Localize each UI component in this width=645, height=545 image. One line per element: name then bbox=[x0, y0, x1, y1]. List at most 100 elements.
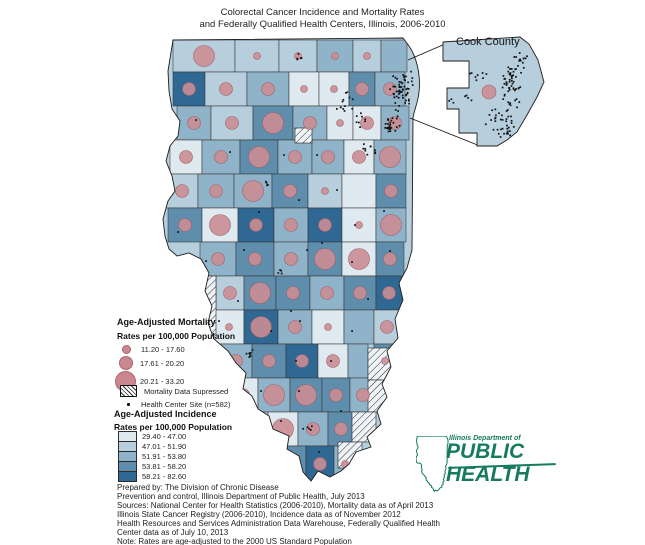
health-center-site-dot bbox=[395, 95, 398, 98]
health-center-site-dot bbox=[515, 68, 517, 70]
health-center-site-dot bbox=[518, 58, 521, 61]
health-center-site-dot bbox=[494, 120, 497, 123]
health-center-site-dot bbox=[394, 109, 397, 111]
health-center-site-dot bbox=[501, 86, 504, 89]
health-center-site-dot bbox=[249, 352, 252, 354]
health-center-site-dot bbox=[383, 210, 385, 212]
health-center-site-dot bbox=[406, 91, 409, 94]
incidence-swatch-5 bbox=[118, 470, 137, 482]
health-center-site-dot bbox=[245, 352, 248, 355]
mortality-rate-circle bbox=[381, 357, 389, 365]
mortality-circle-layer bbox=[175, 45, 402, 475]
health-center-site-dot bbox=[283, 154, 285, 156]
health-center-site-dot bbox=[280, 272, 283, 275]
health-center-site-dot bbox=[510, 115, 512, 118]
health-center-site-dot bbox=[266, 184, 268, 187]
county-shape bbox=[380, 39, 408, 73]
health-center-site-dot bbox=[512, 88, 515, 90]
incidence-class-row: 51.91 - 53.80 bbox=[118, 450, 248, 462]
mortality-rate-circle bbox=[314, 248, 336, 270]
health-center-site-dot bbox=[485, 73, 488, 75]
health-center-site-dot bbox=[411, 84, 414, 86]
health-center-site-dot bbox=[387, 130, 390, 133]
health-center-site-dot bbox=[508, 130, 511, 132]
health-center-site-dot bbox=[343, 110, 346, 112]
mortality-rate-circle bbox=[320, 286, 334, 300]
health-center-site-dot bbox=[508, 103, 511, 105]
mortality-rate-circle bbox=[355, 82, 369, 96]
health-center-site-dot bbox=[506, 130, 509, 133]
health-center-site-dot bbox=[321, 242, 323, 244]
health-center-site-dot bbox=[277, 272, 280, 274]
health-center-site-dot bbox=[297, 53, 300, 55]
health-center-site-dot bbox=[387, 127, 390, 130]
health-center-site-dot bbox=[403, 78, 406, 81]
health-center-site-dot bbox=[403, 75, 406, 78]
health-center-site-dot bbox=[511, 82, 514, 85]
mortality-rate-circle bbox=[326, 354, 340, 368]
health-center-site-dot bbox=[515, 76, 517, 78]
health-center-site-dot bbox=[296, 58, 299, 61]
health-center-site-dot bbox=[407, 88, 410, 90]
health-center-site-dot bbox=[392, 75, 395, 77]
suppressed-county-shape bbox=[294, 127, 313, 144]
health-center-site-dot bbox=[464, 95, 466, 98]
mortality-legend-subtitle: Rates per 100,000 Population bbox=[117, 331, 236, 341]
health-center-site-dot bbox=[346, 91, 349, 94]
health-center-site-dot bbox=[475, 79, 478, 82]
health-center-site-dot bbox=[392, 85, 395, 88]
health-center-site-dot bbox=[369, 145, 372, 148]
health-center-site-dot bbox=[522, 57, 525, 60]
health-center-site-dot bbox=[218, 320, 220, 322]
mortality-rate-circle bbox=[249, 218, 263, 232]
mortality-rate-circle bbox=[355, 221, 363, 229]
health-center-site-dot bbox=[510, 77, 513, 80]
health-center-site-dot bbox=[195, 119, 197, 121]
health-center-site-dot bbox=[505, 118, 508, 120]
mortality-rate-circle bbox=[214, 150, 228, 164]
note-line: Illinois State Cancer Registry (2006-201… bbox=[117, 510, 401, 519]
health-center-site-dot bbox=[517, 64, 519, 67]
health-center-site-dot bbox=[398, 105, 401, 107]
health-center-site-dot bbox=[506, 131, 509, 134]
health-center-site-dot bbox=[509, 72, 512, 75]
health-center-site-dot bbox=[408, 99, 410, 102]
health-center-site-dot bbox=[280, 420, 282, 422]
incidence-class-row: 58.21 - 82.60 bbox=[118, 470, 248, 482]
mortality-rate-circle bbox=[300, 85, 308, 93]
incidence-class-label: 51.91 - 53.80 bbox=[142, 451, 187, 461]
health-center-site-dot bbox=[500, 128, 502, 131]
note-line: Center data as of July 10, 2013 bbox=[117, 528, 229, 537]
health-center-site-dot bbox=[512, 80, 515, 83]
health-center-site-dot bbox=[364, 149, 367, 152]
health-center-site-dot bbox=[392, 121, 395, 124]
health-center-site-dot bbox=[267, 183, 269, 186]
mortality-rate-circle bbox=[330, 85, 338, 93]
health-center-site-dot bbox=[508, 88, 511, 91]
health-center-site-dot bbox=[400, 91, 403, 93]
inset-mortality-circle bbox=[481, 84, 497, 100]
health-center-site-dot bbox=[398, 92, 401, 94]
health-center-site-dot bbox=[270, 330, 272, 332]
health-center-site-dot bbox=[448, 99, 451, 102]
health-center-site-dot bbox=[394, 130, 397, 132]
health-center-site-dot bbox=[405, 99, 407, 102]
incidence-class-row: 29.40 - 47.00 bbox=[118, 430, 248, 442]
health-center-site-dot bbox=[389, 123, 392, 126]
incidence-class-label: 47.01 - 51.90 bbox=[142, 441, 187, 451]
mortality-rate-circle bbox=[179, 150, 193, 164]
health-center-site-dot bbox=[344, 105, 346, 107]
health-center-site-dot bbox=[394, 76, 397, 79]
mortality-rate-circle bbox=[306, 422, 320, 436]
health-center-site-dot bbox=[388, 127, 391, 130]
health-center-layer bbox=[177, 53, 414, 453]
health-center-site-dot bbox=[510, 122, 513, 124]
inset-connector-line bbox=[409, 117, 481, 147]
mortality-rate-circle bbox=[383, 252, 397, 266]
mortality-rate-circle bbox=[288, 150, 302, 164]
health-center-site-dot bbox=[512, 70, 515, 73]
health-center-site-dot bbox=[503, 82, 506, 85]
health-center-site-dot bbox=[518, 52, 521, 54]
health-center-site-dot bbox=[306, 249, 308, 251]
health-center-site-dot bbox=[389, 250, 391, 252]
